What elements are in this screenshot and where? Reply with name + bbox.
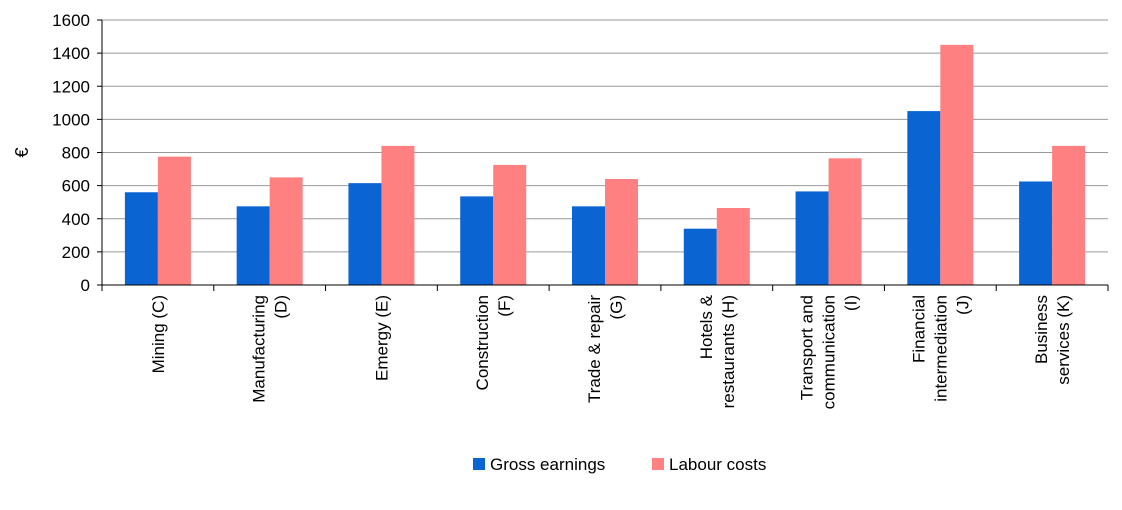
bar-labour-costs <box>940 44 974 285</box>
bar-labour-costs <box>269 177 303 285</box>
y-tick-labels: 0 200 400 600 800 1000 1200 1400 1600 <box>52 11 90 295</box>
bar-gross-earnings <box>683 228 717 285</box>
bar-gross-earnings <box>348 183 382 285</box>
bar-gross-earnings <box>795 191 829 285</box>
bar-labour-costs <box>157 156 191 285</box>
bar-gross-earnings <box>1019 181 1053 285</box>
bar-gross-earnings <box>124 192 158 285</box>
x-category-label: Construction (F) <box>473 295 514 390</box>
svg-text:services (K): services (K) <box>1054 295 1073 385</box>
x-category-label: Business services (K) <box>1032 295 1073 385</box>
bar-labour-costs <box>381 145 415 285</box>
legend: Gross earnings Labour costs <box>473 455 766 474</box>
y-tick-label: 200 <box>62 243 90 262</box>
y-tick-label: 600 <box>62 177 90 196</box>
svg-text:Construction: Construction <box>473 295 492 390</box>
y-tick-label: 1600 <box>52 11 90 30</box>
legend-swatch-labour-costs <box>652 458 664 470</box>
y-axis-label: € <box>12 147 32 157</box>
svg-text:Emergy (E): Emergy (E) <box>372 295 391 381</box>
x-category-label: Transport and communication (I) <box>798 295 861 409</box>
bar-gross-earnings <box>572 206 605 285</box>
svg-text:Transport and: Transport and <box>798 295 817 400</box>
legend-label-gross-earnings: Gross earnings <box>490 455 605 474</box>
svg-text:Mining (C): Mining (C) <box>149 295 168 373</box>
svg-text:Trade & repair: Trade & repair <box>585 295 604 403</box>
y-tick-label: 400 <box>62 210 90 229</box>
x-category-label: Mining (C) <box>149 295 168 373</box>
bar-gross-earnings <box>460 196 494 285</box>
bar-labour-costs <box>1052 145 1086 285</box>
x-category-labels: Mining (C) Manufacturing (D) Emergy (E) Cons… <box>149 294 1073 409</box>
bar-labour-costs <box>605 179 638 285</box>
svg-text:(J): (J) <box>953 295 972 315</box>
svg-text:(I): (I) <box>842 295 861 311</box>
bar-labour-costs <box>828 158 862 285</box>
bar-gross-earnings <box>236 206 270 285</box>
bar-gross-earnings <box>907 111 941 285</box>
bar-labour-costs <box>716 207 750 285</box>
svg-text:Financial: Financial <box>909 295 928 363</box>
x-category-label: Hotels & restaurants (H) <box>697 294 738 408</box>
svg-text:(D): (D) <box>272 295 291 319</box>
bars <box>124 44 1086 285</box>
y-tick-label: 1200 <box>52 77 90 96</box>
x-category-label: Trade & repair (G) <box>585 295 626 403</box>
legend-label-labour-costs: Labour costs <box>669 455 766 474</box>
legend-swatch-gross-earnings <box>473 458 485 470</box>
y-tick-label: 1400 <box>52 44 90 63</box>
svg-text:(F): (F) <box>495 295 514 317</box>
x-category-label: Emergy (E) <box>372 295 391 381</box>
axes <box>101 20 1109 291</box>
svg-text:(G): (G) <box>607 295 626 320</box>
svg-text:Hotels &: Hotels & <box>697 294 716 359</box>
x-category-label: Financial intermediation (J) <box>909 295 972 402</box>
svg-text:intermediation: intermediation <box>931 295 950 402</box>
y-tick-label: 800 <box>62 144 90 163</box>
svg-text:communication: communication <box>820 295 839 409</box>
y-tick-label: 0 <box>81 276 90 295</box>
x-category-label: Manufacturing (D) <box>250 295 291 403</box>
y-tick-label: 1000 <box>52 110 90 129</box>
svg-text:Manufacturing: Manufacturing <box>250 295 269 403</box>
bar-labour-costs <box>493 164 527 285</box>
svg-text:Business: Business <box>1032 295 1051 364</box>
svg-text:restaurants (H): restaurants (H) <box>719 295 738 408</box>
